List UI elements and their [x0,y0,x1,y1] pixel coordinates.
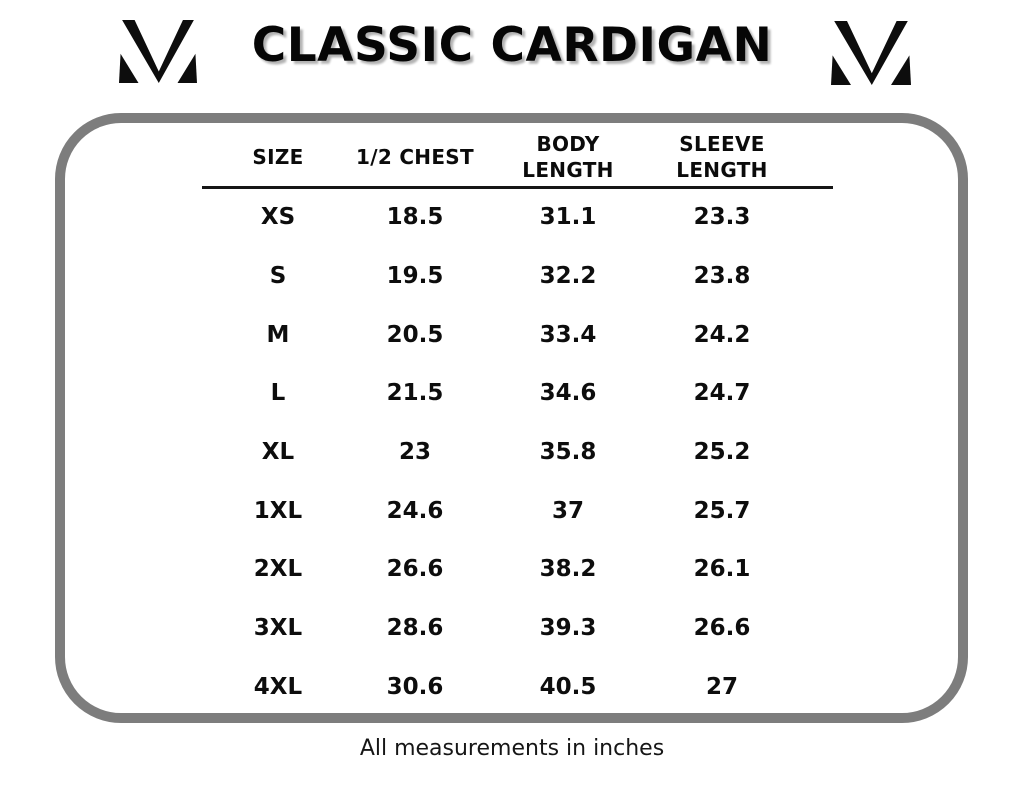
page-title: CLASSIC CARDIGAN [251,18,773,73]
value-cell: 37 [551,497,584,524]
value-cell: 24.7 [693,380,751,407]
size-cell: M [266,321,290,348]
value-cell: 35.8 [539,439,597,466]
value-cell: 26.1 [693,556,751,583]
value-cell: 26.6 [386,556,444,583]
table-row: XS 18.5 31.1 23.3 [202,188,784,247]
value-cell: 31.1 [539,204,597,231]
value-cell: 23.8 [693,263,751,290]
value-cell: 30.6 [386,673,444,700]
value-cell: 40.5 [539,673,597,700]
measurements-note: All measurements in inches [359,736,665,761]
value-cell: 23.3 [693,204,751,231]
size-cell: L [270,380,286,407]
column-header: BODY LENGTH [522,132,614,182]
value-cell: 38.2 [539,556,597,583]
table-row: S 19.5 32.2 23.8 [202,247,784,306]
value-cell: 25.7 [693,497,751,524]
value-cell: 39.3 [539,615,597,642]
value-cell: 24.2 [693,321,751,348]
column-header: SIZE [252,145,304,169]
table-row: L 21.5 34.6 24.7 [202,364,784,423]
value-cell: 18.5 [386,204,444,231]
value-cell: 32.2 [539,263,597,290]
size-cell: 3XL [253,615,303,642]
value-cell: 20.5 [386,321,444,348]
table-row: 4XL 30.6 40.5 27 [202,658,784,717]
value-cell: 19.5 [386,263,444,290]
table-row: 2XL 26.6 38.2 26.1 [202,540,784,599]
size-table-body: XS 18.5 31.1 23.3 S 19.5 32.2 23.8 M 20.5 33.4 24.2… [202,188,784,716]
table-row: 1XL 24.6 37 25.7 [202,481,784,540]
size-cell: XL [261,439,295,466]
value-cell: 25.2 [693,439,751,466]
column-header: 1/2 CHEST [356,145,474,169]
table-row: XL 23 35.8 25.2 [202,423,784,482]
value-cell: 27 [705,673,738,700]
column-header: SLEEVE LENGTH [676,132,768,182]
header-divider [202,186,833,189]
size-cell: XS [260,204,296,231]
value-cell: 28.6 [386,615,444,642]
brand-m-monogram-icon [119,20,197,83]
size-cell: 1XL [253,497,303,524]
size-cell: 2XL [253,556,303,583]
size-cell: S [269,263,287,290]
value-cell: 21.5 [386,380,444,407]
value-cell: 34.6 [539,380,597,407]
value-cell: 23 [398,439,431,466]
brand-m-monogram-icon [831,21,911,85]
table-header-row: SIZE 1/2 CHEST BODY LENGTH SLEEVE LENGTH [202,128,784,186]
value-cell: 24.6 [386,497,444,524]
value-cell: 33.4 [539,321,597,348]
value-cell: 26.6 [693,615,751,642]
table-row: 3XL 28.6 39.3 26.6 [202,599,784,658]
size-cell: 4XL [253,673,303,700]
size-chart-panel: SIZE 1/2 CHEST BODY LENGTH SLEEVE LENGTH XS 18… [55,113,968,723]
table-row: M 20.5 33.4 24.2 [202,305,784,364]
